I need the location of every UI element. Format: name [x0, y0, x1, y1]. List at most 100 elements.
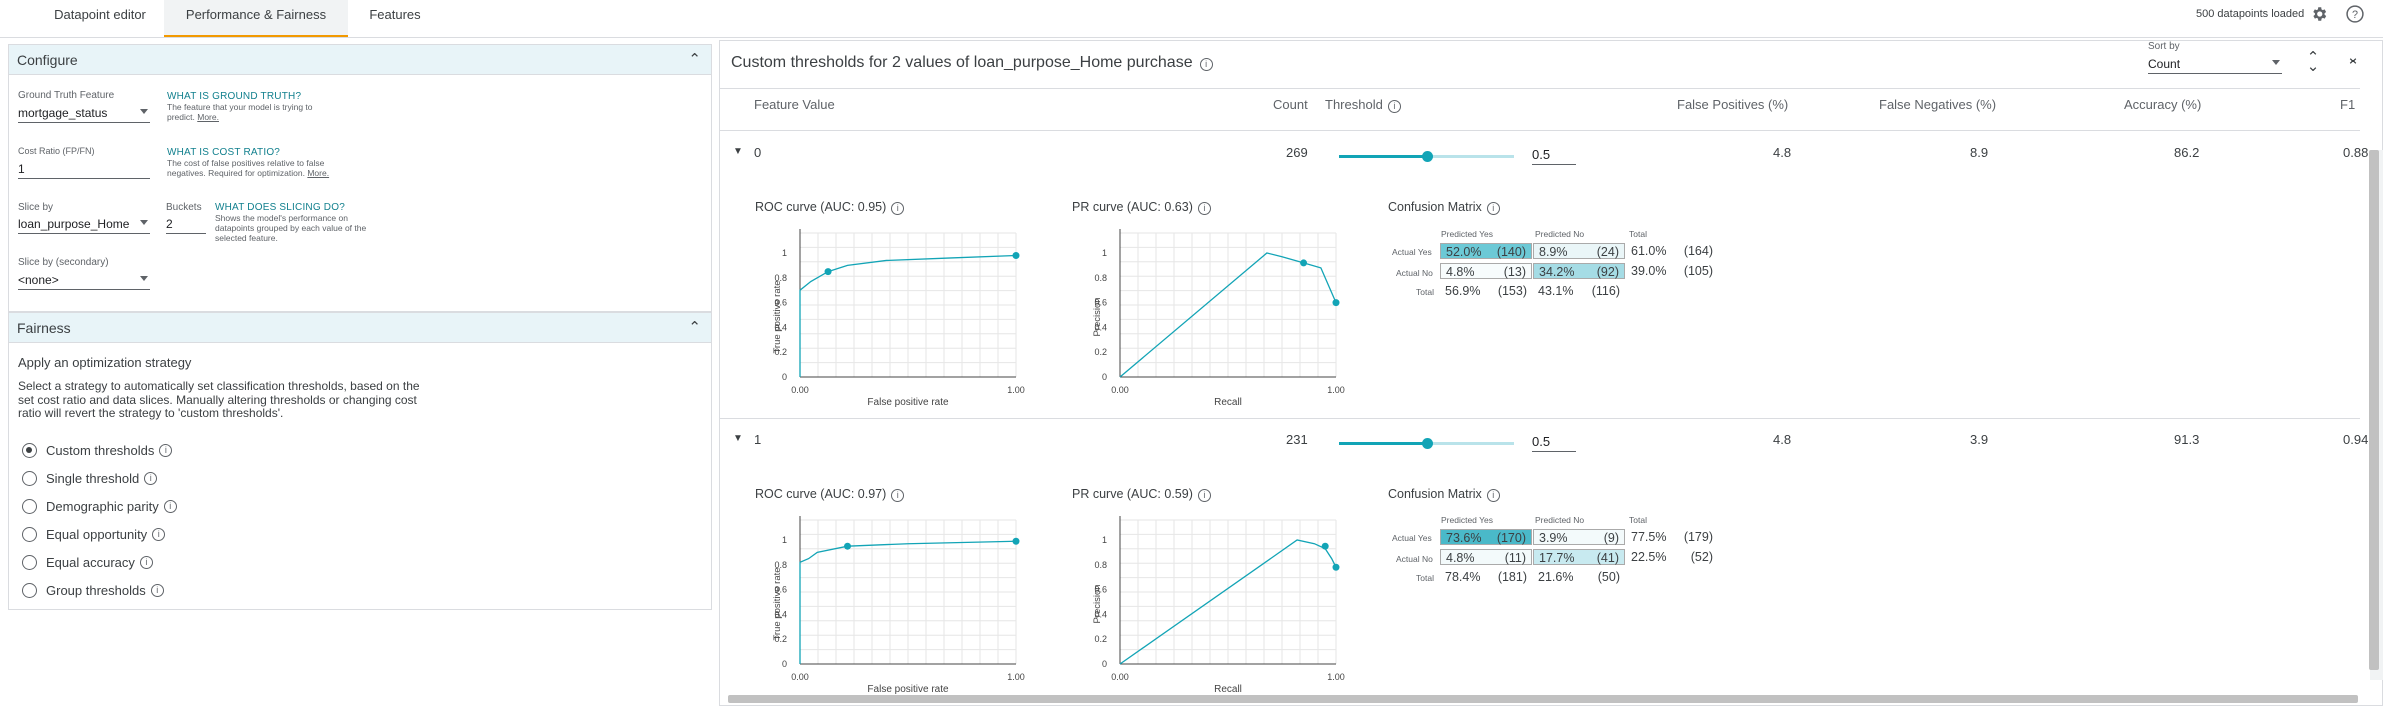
info-icon[interactable]: i [891, 489, 905, 502]
option-label: Single threshold [46, 470, 140, 486]
radio-button[interactable] [22, 582, 37, 598]
fairness-header[interactable]: Fairness ⌃ [9, 313, 711, 343]
col-false-negatives[interactable]: False Negatives (%) [1879, 97, 1997, 112]
tab-datapoint-editor[interactable]: Datapoint editor [54, 7, 146, 22]
threshold-slider-fill [1339, 155, 1427, 158]
chevron-up-icon[interactable]: ⌃ [688, 51, 701, 68]
col-false-positives[interactable]: False Positives (%) [1677, 97, 1789, 112]
vertical-scrollbar-thumb[interactable] [2369, 150, 2379, 670]
divider [720, 418, 2360, 419]
radio-button[interactable] [22, 554, 37, 570]
info-icon[interactable]: i [1197, 489, 1211, 502]
info-icon[interactable]: i [163, 499, 177, 513]
y-tick-label: 0.4 [774, 609, 787, 619]
x-axis-label: Recall [1214, 397, 1242, 408]
curve-line [1119, 539, 1337, 665]
fairness-description: Select a strategy to automatically set c… [18, 379, 420, 420]
radio-custom-thresholds[interactable]: Custom thresholds i [22, 441, 173, 459]
chevron-up-icon[interactable]: ⌃ [688, 319, 701, 336]
slice-by-label: Slice by [18, 202, 54, 213]
threshold-input[interactable]: 0.5 [1532, 147, 1576, 165]
collapse-all-icon[interactable]: ⌄ ⌃ [2346, 49, 2360, 75]
buckets-label: Buckets [166, 202, 202, 213]
info-icon[interactable]: i [1197, 202, 1211, 215]
row-expand-chevron-icon[interactable]: ▼ [733, 146, 743, 157]
col-f1[interactable]: F1 [2340, 97, 2356, 112]
col-feature-value[interactable]: Feature Value [754, 97, 835, 112]
cm-cell-no-yes: 4.8% (13) [1440, 263, 1532, 279]
y-tick-label: 0.2 [1094, 347, 1107, 357]
tab-features[interactable]: Features [369, 7, 421, 22]
slice-secondary-label: Slice by (secondary) [18, 257, 109, 268]
row-accuracy: 91.3 [2174, 432, 2200, 447]
info-icon[interactable]: i [152, 527, 166, 541]
cm-cell-yes-total: 77.5% (179) [1631, 530, 1713, 544]
fairness-panel: Fairness ⌃ [8, 312, 712, 610]
cost-ratio-input[interactable]: 1 [18, 161, 150, 179]
cm-predicted-yes-label: Predicted Yes [1441, 229, 1493, 239]
pr-curve-title: PR curve (AUC: 0.59) i [1072, 487, 1211, 502]
dropdown-arrow-icon [2272, 60, 2280, 65]
cm-cell-total-no: 43.1% (116) [1538, 284, 1620, 298]
tab-performance-fairness[interactable]: Performance & Fairness [164, 0, 348, 37]
radio-button[interactable] [22, 498, 37, 514]
datapoints-loaded-status: 500 datapoints loaded [2196, 8, 2305, 20]
threshold-slider-knob[interactable] [1421, 438, 1433, 449]
radio-group-thresholds[interactable]: Group thresholds i [22, 581, 164, 599]
radio-demographic-parity[interactable]: Demographic parity i [22, 497, 177, 515]
info-icon[interactable]: i [1486, 489, 1500, 502]
slice-by-select[interactable]: loan_purpose_Home [18, 216, 150, 234]
col-accuracy[interactable]: Accuracy (%) [2124, 97, 2202, 112]
roc-curve-chart: 1 0.8 0.6 0.4 0.2 0 0.00 1.00 True positive rate… [772, 229, 1025, 408]
cm-cell-no-no: 17.7% (41) [1533, 549, 1625, 565]
radio-single-threshold[interactable]: Single threshold i [22, 469, 158, 487]
buckets-input[interactable]: 2 [166, 216, 206, 234]
more-link[interactable]: More. [197, 112, 219, 122]
settings-gear-icon[interactable] [2308, 3, 2330, 25]
info-icon[interactable]: i [144, 471, 158, 485]
radio-button[interactable] [22, 526, 37, 542]
col-count[interactable]: Count [1273, 97, 1308, 112]
ground-truth-select[interactable]: mortgage_status [18, 105, 150, 123]
cost-ratio-help-title: WHAT IS COST RATIO? [167, 147, 281, 158]
cm-actual-yes-label: Actual Yes [1392, 533, 1432, 543]
info-icon[interactable]: i [891, 202, 905, 215]
row-expand-chevron-icon[interactable]: ▼ [733, 433, 743, 444]
radio-equal-opportunity[interactable]: Equal opportunity i [22, 525, 166, 543]
help-icon[interactable]: ? [2344, 3, 2366, 25]
y-tick-label: 0 [1102, 372, 1107, 382]
info-icon[interactable]: i [1486, 202, 1500, 215]
cost-ratio-label: Cost Ratio (FP/FN) [18, 146, 95, 156]
expand-all-icon[interactable]: ⌃ ⌄ [2306, 49, 2320, 75]
info-icon[interactable]: i [150, 583, 164, 597]
option-label: Equal opportunity [46, 526, 148, 542]
y-tick-label: 0.2 [774, 634, 787, 644]
radio-button-selected[interactable] [22, 442, 37, 458]
row-false-negatives: 8.9 [1970, 145, 1989, 160]
threshold-point [824, 268, 832, 276]
roc-curve-title: ROC curve (AUC: 0.95) i [755, 200, 905, 215]
horizontal-scrollbar-thumb[interactable] [728, 695, 2358, 703]
configure-header[interactable]: Configure ⌃ [9, 45, 711, 75]
cm-cell-yes-yes: 52.0% (140) [1440, 243, 1532, 259]
y-tick-label: 0.4 [1094, 609, 1107, 619]
ground-truth-label: Ground Truth Feature [18, 90, 115, 101]
info-icon[interactable]: i [1387, 100, 1401, 113]
cm-predicted-yes-label: Predicted Yes [1441, 515, 1493, 525]
more-link[interactable]: More. [307, 168, 330, 178]
info-icon[interactable]: i [1199, 58, 1213, 71]
y-tick-label: 0.6 [774, 585, 787, 595]
fairness-title: Fairness [17, 320, 71, 336]
sort-by-select[interactable]: Count [2148, 56, 2282, 74]
radio-equal-accuracy[interactable]: Equal accuracy i [22, 553, 153, 571]
slice-secondary-select[interactable]: <none> [18, 272, 150, 290]
radio-button[interactable] [22, 470, 37, 486]
y-tick-label: 0.2 [1094, 634, 1107, 644]
info-icon[interactable]: i [159, 443, 173, 457]
threshold-slider-knob[interactable] [1421, 151, 1433, 162]
col-threshold[interactable]: Threshold i [1325, 97, 1401, 113]
info-icon[interactable]: i [139, 555, 153, 569]
threshold-input[interactable]: 0.5 [1532, 434, 1576, 452]
y-axis-label: Precision [1092, 584, 1103, 623]
row-f1: 0.88 [2343, 145, 2369, 160]
